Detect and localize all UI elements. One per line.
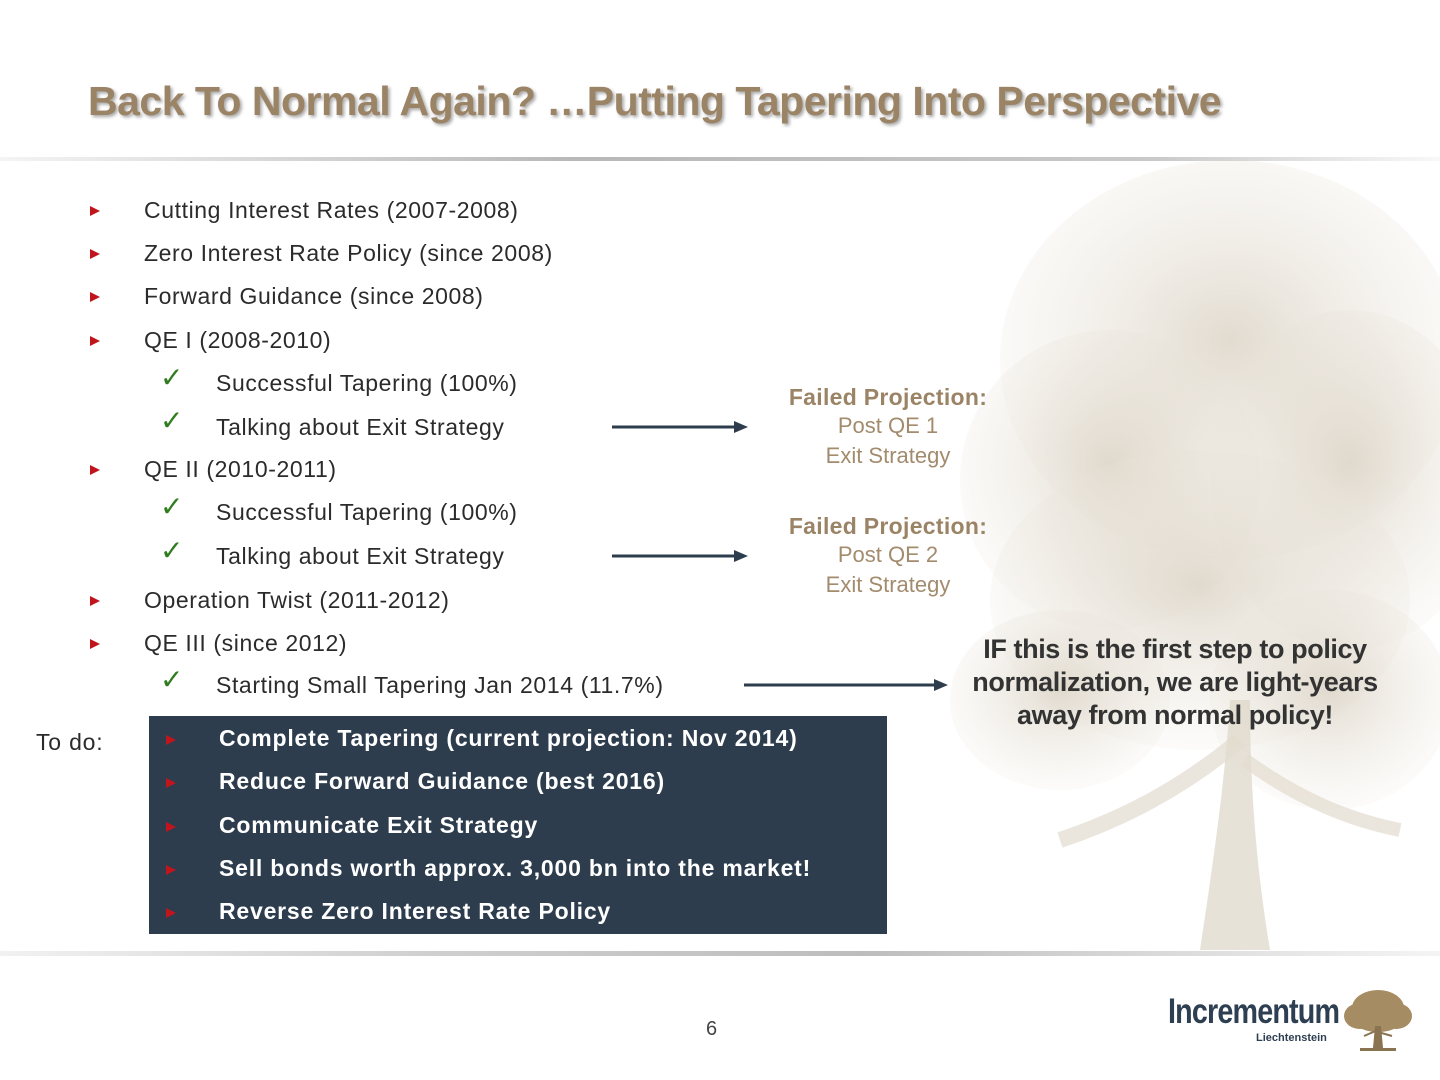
bullet-marker bbox=[166, 822, 176, 832]
callout-line: Exit Strategy bbox=[825, 572, 951, 597]
callout-heading: Failed Projection: bbox=[788, 384, 988, 410]
bullet-marker bbox=[90, 465, 100, 475]
checkmark-icon: ✓ bbox=[160, 405, 184, 436]
bullet-marker bbox=[166, 865, 176, 875]
callout-line: Exit Strategy bbox=[825, 443, 951, 468]
bullet-marker bbox=[166, 778, 176, 788]
checkmark-icon: ✓ bbox=[160, 362, 184, 393]
list-item: Cutting Interest Rates (2007-2008) bbox=[144, 197, 519, 223]
checkmark-icon: ✓ bbox=[160, 491, 184, 522]
todo-item: Sell bonds worth approx. 3,000 bn into t… bbox=[219, 855, 812, 881]
list-subitem: Talking about Exit Strategy bbox=[216, 543, 505, 569]
checkmark-icon: ✓ bbox=[160, 664, 184, 695]
arrow-right-icon bbox=[612, 421, 748, 433]
bullet-marker bbox=[90, 639, 100, 649]
list-item: Forward Guidance (since 2008) bbox=[144, 283, 484, 309]
list-item: Zero Interest Rate Policy (since 2008) bbox=[144, 240, 553, 266]
list-subitem: Talking about Exit Strategy bbox=[216, 414, 505, 440]
oak-tree-icon bbox=[1344, 990, 1412, 1051]
failed-projection-callout: Failed Projection: Post QE 2 Exit Strate… bbox=[770, 513, 1006, 600]
callout-heading: Failed Projection: bbox=[788, 513, 988, 539]
todo-item: Complete Tapering (current projection: N… bbox=[219, 725, 798, 751]
logo-wordmark: Incrementum bbox=[1168, 992, 1340, 1031]
bullet-marker bbox=[166, 735, 176, 745]
incrementum-logo: Incrementum Liechtenstein bbox=[1166, 986, 1416, 1056]
list-subitem: Successful Tapering (100%) bbox=[216, 370, 518, 396]
list-item: QE II (2010-2011) bbox=[144, 456, 337, 482]
slide-title: Back To Normal Again? …Putting Tapering … bbox=[88, 78, 1222, 124]
bullet-marker bbox=[90, 249, 100, 259]
arrow-right-icon bbox=[612, 550, 748, 562]
todo-label: To do: bbox=[36, 729, 104, 755]
bullet-marker bbox=[90, 336, 100, 346]
policy-normalization-note: IF this is the first step to policy norm… bbox=[972, 634, 1378, 730]
title-divider bbox=[0, 157, 1440, 161]
callout-line: Post QE 1 bbox=[837, 413, 939, 438]
list-subitem: Starting Small Tapering Jan 2014 (11.7%) bbox=[216, 672, 664, 698]
list-item: Operation Twist (2011-2012) bbox=[144, 587, 450, 613]
page-number: 6 bbox=[706, 1018, 718, 1040]
footer-divider bbox=[0, 951, 1440, 956]
list-item: QE III (since 2012) bbox=[144, 630, 348, 656]
bullet-marker bbox=[90, 206, 100, 216]
failed-projection-callout: Failed Projection: Post QE 1 Exit Strate… bbox=[770, 384, 1006, 471]
bullet-marker bbox=[90, 292, 100, 302]
todo-item: Communicate Exit Strategy bbox=[219, 812, 539, 838]
logo-subtitle: Liechtenstein bbox=[1256, 1032, 1327, 1044]
bullet-marker bbox=[90, 596, 100, 606]
todo-box: Complete Tapering (current projection: N… bbox=[149, 716, 887, 934]
todo-item: Reverse Zero Interest Rate Policy bbox=[219, 898, 612, 924]
callout-line: Post QE 2 bbox=[837, 542, 939, 567]
list-subitem: Successful Tapering (100%) bbox=[216, 499, 518, 525]
list-item: QE I (2008-2010) bbox=[144, 327, 332, 353]
arrow-right-icon bbox=[744, 679, 948, 691]
checkmark-icon: ✓ bbox=[160, 535, 184, 566]
bullet-marker bbox=[166, 908, 176, 918]
todo-item: Reduce Forward Guidance (best 2016) bbox=[219, 768, 665, 794]
